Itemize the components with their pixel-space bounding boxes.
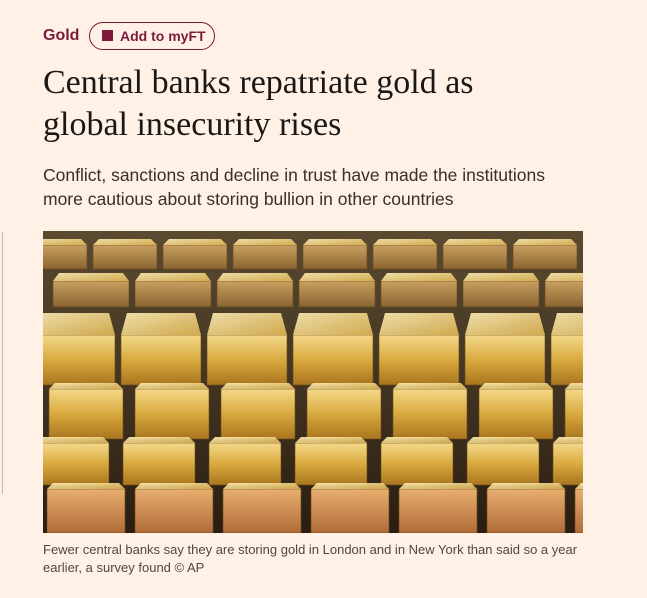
gold-bar xyxy=(487,483,565,489)
gold-bar xyxy=(208,442,282,486)
gold-bar xyxy=(295,437,367,443)
gold-bar xyxy=(303,239,367,245)
button-icon xyxy=(102,30,113,41)
gold-bar xyxy=(121,313,201,335)
gold-bar xyxy=(292,334,374,386)
gold-bar xyxy=(442,244,508,270)
gold-bar xyxy=(565,383,583,389)
gold-bar xyxy=(222,488,302,533)
gold-bar xyxy=(307,383,381,389)
sidebar-edge xyxy=(0,232,3,494)
gold-bar xyxy=(209,437,281,443)
gold-bar xyxy=(123,437,195,443)
gold-bar xyxy=(512,244,578,270)
gold-bar xyxy=(43,437,109,443)
gold-bar xyxy=(443,239,507,245)
gold-bar xyxy=(43,313,115,335)
gold-bar xyxy=(135,383,209,389)
image-caption: Fewer central banks say they are storing… xyxy=(43,542,578,575)
gold-bar xyxy=(162,244,228,270)
gold-bar xyxy=(373,239,437,245)
gold-bar xyxy=(216,280,294,308)
gold-bar xyxy=(221,383,295,389)
gold-bar xyxy=(135,483,213,489)
gold-bar xyxy=(134,280,212,308)
gold-bar xyxy=(92,244,158,270)
gold-bar xyxy=(467,437,539,443)
gold-bar xyxy=(551,313,583,335)
gold-bar xyxy=(479,383,553,389)
gold-bar xyxy=(122,442,196,486)
gold-bar xyxy=(311,483,389,489)
gold-bar xyxy=(217,273,293,281)
gold-bar xyxy=(398,488,478,533)
gold-bar xyxy=(552,442,583,486)
gold-bar xyxy=(465,313,545,335)
gold-bar xyxy=(550,334,583,386)
gold-bar xyxy=(399,483,477,489)
gold-bar xyxy=(513,239,577,245)
gold-bar xyxy=(220,388,296,440)
gold-bar xyxy=(462,280,540,308)
gold-bar xyxy=(293,313,373,335)
gold-bar xyxy=(43,244,88,270)
gold-bar xyxy=(545,273,583,281)
gold-bar xyxy=(464,334,546,386)
gold-bar xyxy=(310,488,390,533)
gold-bar xyxy=(49,383,123,389)
gold-bar xyxy=(294,442,368,486)
gold-bar xyxy=(466,442,540,486)
topic-tag[interactable]: Gold xyxy=(43,27,80,44)
headline: Central banks repatriate gold as global … xyxy=(43,64,474,143)
gold-bar xyxy=(544,280,583,308)
gold-bar xyxy=(478,388,554,440)
gold-bar xyxy=(393,383,467,389)
gold-bar xyxy=(381,273,457,281)
gold-bar xyxy=(93,239,157,245)
button-label: Add to myFT xyxy=(120,28,206,44)
gold-bar xyxy=(380,280,458,308)
gold-bar xyxy=(306,388,382,440)
gold-bar xyxy=(48,388,124,440)
gold-bar xyxy=(379,313,459,335)
gold-bar xyxy=(233,239,297,245)
gold-bar xyxy=(43,442,110,486)
gold-bar xyxy=(206,334,288,386)
gold-bar xyxy=(43,334,116,386)
gold-bar xyxy=(372,244,438,270)
gold-bar xyxy=(381,437,453,443)
add-to-myft-button[interactable]: Add to myFT xyxy=(89,22,215,50)
gold-bar xyxy=(553,437,583,443)
gold-bar xyxy=(299,273,375,281)
gold-bar xyxy=(575,483,583,489)
gold-bar xyxy=(43,239,87,245)
gold-bar xyxy=(207,313,287,335)
gold-bar xyxy=(486,488,566,533)
gold-bar xyxy=(134,388,210,440)
gold-bar xyxy=(574,488,583,533)
gold-bar xyxy=(47,483,125,489)
gold-bar xyxy=(52,280,130,308)
gold-bar xyxy=(392,388,468,440)
article-image xyxy=(43,231,583,533)
gold-bar xyxy=(163,239,227,245)
gold-bar xyxy=(46,488,126,533)
gold-bar xyxy=(120,334,202,386)
gold-bar xyxy=(53,273,129,281)
standfirst: Conflict, sanctions and decline in trust… xyxy=(43,165,545,209)
gold-bar xyxy=(135,273,211,281)
gold-bar xyxy=(380,442,454,486)
gold-bar xyxy=(232,244,298,270)
gold-bar xyxy=(298,280,376,308)
gold-bar xyxy=(134,488,214,533)
gold-bar xyxy=(564,388,583,440)
gold-bar xyxy=(302,244,368,270)
gold-bar xyxy=(223,483,301,489)
gold-bar xyxy=(378,334,460,386)
gold-bar xyxy=(463,273,539,281)
